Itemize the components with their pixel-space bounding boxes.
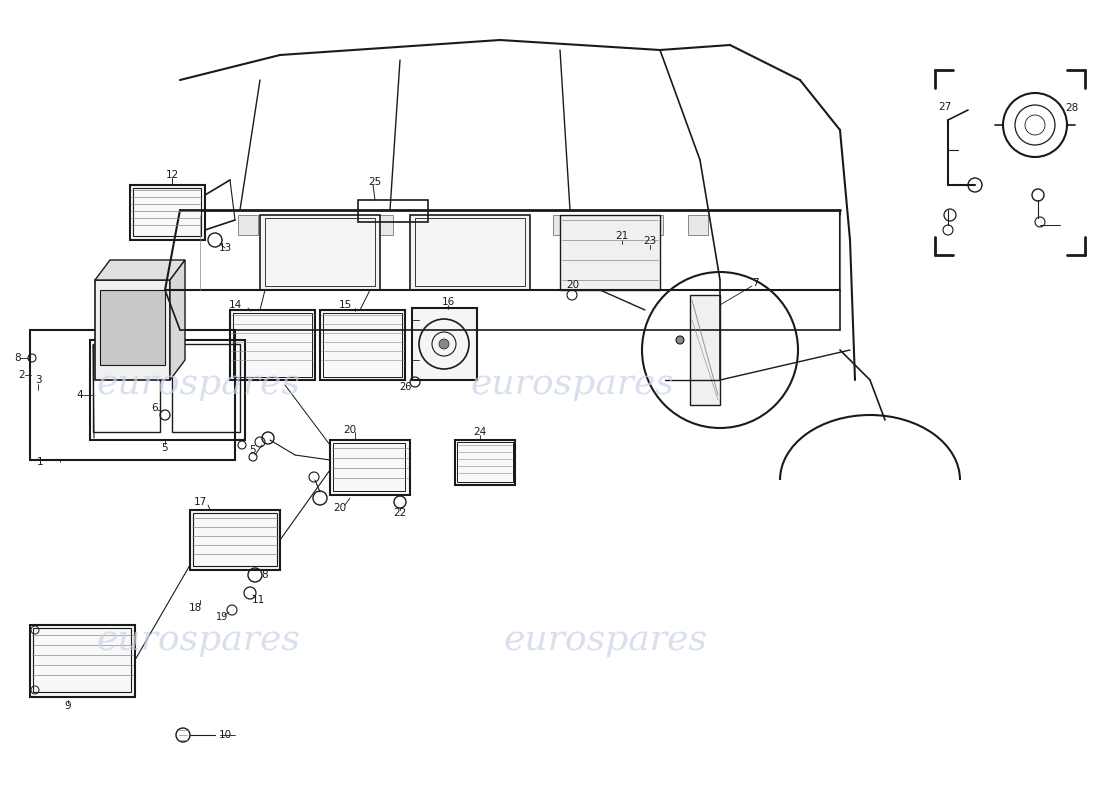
Bar	[172, 344, 240, 432]
Text: 21: 21	[615, 231, 628, 241]
Bar	[412, 308, 477, 380]
Text: eurospares: eurospares	[470, 367, 674, 401]
Bar	[192, 513, 277, 566]
Bar	[330, 440, 410, 495]
Text: 6: 6	[152, 403, 158, 413]
Text: 16: 16	[441, 297, 454, 307]
Bar	[94, 344, 160, 432]
Bar	[455, 440, 515, 485]
Circle shape	[676, 336, 684, 344]
Text: 12: 12	[165, 170, 178, 180]
Bar	[230, 310, 315, 380]
Text: 7: 7	[751, 278, 758, 288]
Bar	[33, 628, 131, 692]
Polygon shape	[95, 280, 170, 380]
Text: 3: 3	[35, 375, 42, 385]
Text: 24: 24	[473, 427, 486, 437]
Bar	[90, 340, 245, 440]
Text: 5: 5	[249, 445, 255, 455]
Text: 20: 20	[343, 425, 356, 435]
Bar	[233, 313, 312, 377]
Text: 27: 27	[938, 102, 952, 112]
Bar	[644, 215, 663, 235]
Text: 2: 2	[19, 370, 25, 380]
Bar	[238, 215, 258, 235]
Text: 5: 5	[162, 443, 168, 453]
Text: 17: 17	[194, 497, 207, 507]
Bar	[328, 215, 348, 235]
Bar	[133, 188, 201, 236]
Bar	[265, 218, 375, 286]
Bar	[320, 310, 405, 380]
Bar	[358, 200, 428, 222]
Bar	[688, 215, 708, 235]
Bar	[190, 510, 280, 570]
Text: 1: 1	[36, 457, 43, 467]
Text: 19: 19	[216, 612, 228, 622]
Text: 8: 8	[14, 353, 21, 363]
Text: 26: 26	[399, 382, 411, 392]
Text: 22: 22	[394, 508, 407, 518]
Text: 23: 23	[644, 236, 657, 246]
Bar	[30, 625, 135, 697]
Bar	[30, 330, 235, 460]
Text: 9: 9	[65, 701, 72, 711]
Bar	[415, 218, 525, 286]
Text: 15: 15	[339, 300, 352, 310]
Text: eurospares: eurospares	[96, 623, 300, 657]
Text: 10: 10	[219, 730, 232, 740]
Text: 20: 20	[333, 503, 346, 513]
Bar	[456, 442, 513, 482]
Bar	[598, 215, 618, 235]
Text: 4: 4	[77, 390, 84, 400]
Text: eurospares: eurospares	[503, 623, 707, 657]
Bar	[463, 215, 483, 235]
Bar	[130, 185, 205, 240]
Bar	[333, 443, 405, 491]
Bar	[553, 215, 573, 235]
Text: 11: 11	[252, 595, 265, 605]
Bar	[418, 215, 438, 235]
Bar	[323, 313, 402, 377]
Bar	[508, 215, 528, 235]
Circle shape	[439, 339, 449, 349]
Text: 25: 25	[368, 177, 382, 187]
Text: 18: 18	[188, 603, 201, 613]
Bar	[283, 215, 302, 235]
Text: 20: 20	[566, 280, 580, 290]
Bar	[410, 215, 530, 290]
Bar	[560, 215, 660, 290]
Text: 13: 13	[219, 243, 232, 253]
Text: 8: 8	[262, 570, 268, 580]
Bar	[100, 290, 165, 365]
Text: 28: 28	[1066, 103, 1079, 113]
Text: 14: 14	[229, 300, 242, 310]
Bar	[260, 215, 379, 290]
Text: eurospares: eurospares	[96, 367, 300, 401]
Polygon shape	[95, 260, 185, 280]
Polygon shape	[170, 260, 185, 380]
Bar	[690, 295, 721, 405]
Bar	[373, 215, 393, 235]
